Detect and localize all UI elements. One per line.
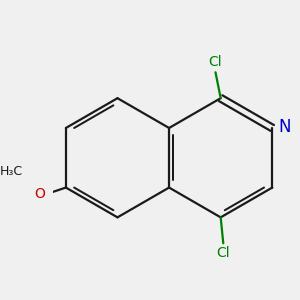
Text: Cl: Cl [209, 55, 222, 69]
Text: Cl: Cl [217, 246, 230, 260]
Text: H₃C: H₃C [0, 166, 23, 178]
Text: N: N [278, 118, 290, 136]
Text: O: O [34, 187, 45, 201]
